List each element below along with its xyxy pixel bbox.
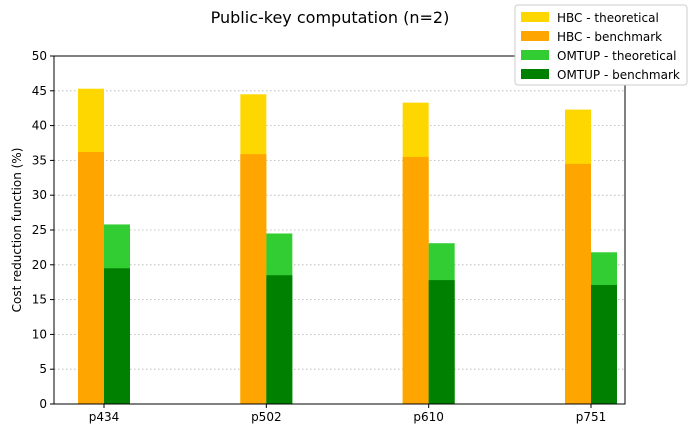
y-tick-label: 5 [39,362,47,376]
y-tick-label: 30 [32,188,47,202]
legend-swatch [521,12,549,22]
bar-hbc-benchmark-p610 [402,156,429,404]
x-tick-label-p751: p751 [576,410,607,424]
bar-omtup-benchmark-p610 [428,280,455,404]
bar-omtup-benchmark-p434 [104,268,130,404]
y-axis-label: Cost reduction function (%) [10,148,24,313]
legend-label: OMTUP - theoretical [557,49,677,63]
bar-hbc-benchmark-p751 [565,163,591,404]
legend-label: HBC - benchmark [557,30,662,44]
legend-swatch [521,69,549,79]
legend-label: OMTUP - benchmark [557,68,680,82]
bar-hbc-benchmark-p502 [240,154,267,404]
y-tick-label: 0 [39,397,47,411]
x-tick-label-p610: p610 [413,410,444,424]
y-tick-label: 10 [32,327,47,341]
bar-omtup-benchmark-p502 [266,275,293,404]
bar-omtup-benchmark-p751 [591,284,617,404]
bars [78,88,617,404]
legend-swatch [521,31,549,41]
y-tick-label: 50 [32,49,47,63]
y-tick-label: 15 [32,293,47,307]
bar-hbc-benchmark-p434 [78,152,104,404]
y-tick-label: 25 [32,223,47,237]
y-tick-label: 45 [32,84,47,98]
grid-lines [54,90,625,370]
x-axis-ticks: p434 p502 p610 p751 [89,404,607,424]
chart-title: Public-key computation (n=2) [211,8,450,27]
legend-swatch [521,50,549,60]
y-tick-label: 35 [32,153,47,167]
y-tick-label: 20 [32,258,47,272]
y-axis-ticks: 0 5 10 15 20 25 30 35 40 45 50 [32,49,54,411]
x-tick-label-p502: p502 [251,410,282,424]
legend: HBC - theoretical HBC - benchmark OMTUP - … [514,4,688,86]
x-tick-label-p434: p434 [89,410,120,424]
legend-label: HBC - theoretical [557,11,659,25]
legend-box [514,4,688,86]
y-tick-label: 40 [32,119,47,133]
